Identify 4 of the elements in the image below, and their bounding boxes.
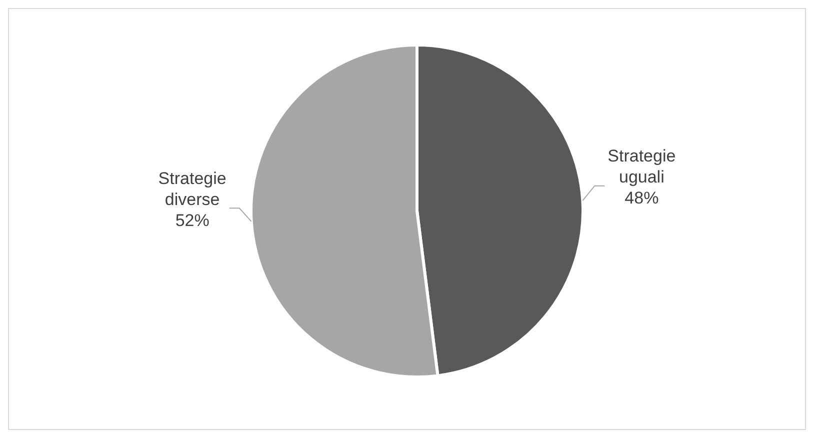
- data-label: 48%: [624, 188, 659, 208]
- data-label: 52%: [175, 210, 210, 230]
- slice-label: Strategie diverse: [158, 168, 226, 209]
- slice-label: Strategie uguali: [608, 146, 676, 187]
